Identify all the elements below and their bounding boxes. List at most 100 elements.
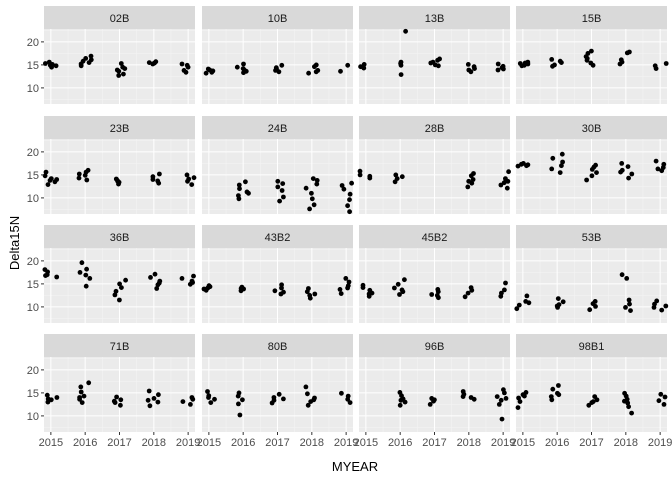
data-point	[517, 61, 523, 66]
y-tick-label: 20	[27, 365, 39, 377]
x-tick-label: 2019	[176, 437, 200, 449]
data-point	[522, 393, 527, 399]
data-point	[498, 397, 504, 403]
data-point	[349, 180, 354, 186]
data-point	[189, 395, 195, 400]
data-point	[114, 394, 119, 400]
data-point	[54, 177, 60, 182]
facet-strip-label: 36B	[110, 232, 130, 244]
data-point	[347, 209, 352, 215]
facet-panel: 43B2	[201, 225, 353, 323]
data-point	[279, 62, 285, 68]
data-point	[83, 283, 89, 289]
facet-panels: 02B 10B 13B 15B 23B 24B 28B 30B 36B 43B2 45B2 53B 71…	[42, 6, 669, 432]
data-point	[339, 183, 345, 188]
data-point	[506, 169, 511, 175]
facet-panel: 80B	[202, 334, 353, 432]
data-point	[436, 63, 441, 69]
data-point	[237, 186, 242, 192]
data-point	[465, 62, 471, 67]
x-tick-label: 2018	[300, 437, 324, 449]
facet-strip	[516, 334, 667, 357]
facet-strip-label: 30B	[582, 123, 602, 135]
data-point	[150, 177, 156, 182]
x-tick-label: 2016	[388, 437, 412, 449]
data-point	[470, 177, 476, 182]
data-point	[394, 176, 400, 182]
data-point	[236, 401, 241, 407]
data-point	[310, 176, 316, 182]
data-point	[496, 402, 502, 407]
data-point	[113, 288, 119, 294]
data-point	[502, 287, 507, 293]
data-point	[307, 206, 312, 212]
data-point	[462, 294, 468, 300]
y-tick-label: 20	[27, 256, 39, 268]
facet-strip	[202, 225, 353, 248]
data-point	[626, 175, 631, 181]
facet-strip-label: 53B	[582, 232, 602, 244]
data-point	[280, 181, 286, 187]
facet-strip-label: 80B	[268, 341, 288, 353]
data-point	[118, 61, 124, 66]
data-point	[522, 60, 528, 66]
data-point	[338, 68, 343, 74]
data-point	[114, 67, 120, 73]
y-tick-label: 15	[27, 60, 39, 72]
data-point	[594, 170, 599, 176]
data-point	[115, 178, 120, 183]
data-point	[471, 171, 476, 176]
data-point	[524, 163, 529, 169]
data-point	[554, 303, 560, 309]
data-point	[628, 308, 633, 313]
facet-strip	[44, 6, 195, 29]
data-point	[504, 185, 510, 191]
x-tick-label: 2015	[197, 437, 221, 449]
data-point	[556, 392, 562, 398]
data-point	[658, 391, 664, 397]
data-point	[662, 394, 668, 400]
data-point	[201, 286, 207, 292]
data-point	[515, 405, 521, 410]
data-point	[629, 171, 635, 177]
data-point	[281, 289, 286, 295]
data-point	[151, 396, 157, 401]
data-point	[495, 61, 501, 67]
data-point	[309, 190, 314, 196]
data-point	[207, 284, 213, 290]
data-point	[624, 276, 630, 281]
data-point	[305, 391, 310, 397]
y-tick-label: 10	[27, 193, 39, 205]
data-point	[84, 177, 90, 183]
x-tick-label: 2017	[107, 437, 131, 449]
data-point	[279, 282, 284, 288]
data-point	[435, 57, 440, 63]
y-tick-label: 15	[27, 170, 39, 182]
data-point	[588, 60, 594, 66]
facet-panel: 71B	[44, 334, 196, 432]
data-point	[236, 193, 241, 199]
data-point	[241, 61, 246, 67]
facet-strip-label: 10B	[268, 13, 288, 25]
data-point	[347, 191, 353, 197]
x-tick-label: 2015	[354, 437, 378, 449]
data-point	[181, 68, 187, 73]
data-point	[357, 172, 363, 178]
data-point	[111, 398, 117, 404]
data-point	[503, 176, 508, 182]
data-point	[271, 395, 277, 400]
data-point	[246, 190, 251, 196]
data-point	[626, 297, 632, 303]
facet-strip	[359, 6, 510, 29]
data-point	[661, 402, 667, 407]
data-point	[549, 57, 555, 62]
data-point	[146, 388, 152, 394]
data-point	[311, 202, 317, 208]
data-point	[623, 305, 628, 310]
x-tick-label: 2018	[614, 437, 638, 449]
facet-strip	[202, 334, 353, 357]
data-point	[205, 66, 211, 72]
data-point	[83, 56, 89, 61]
data-point	[625, 164, 631, 170]
data-point	[238, 286, 244, 291]
